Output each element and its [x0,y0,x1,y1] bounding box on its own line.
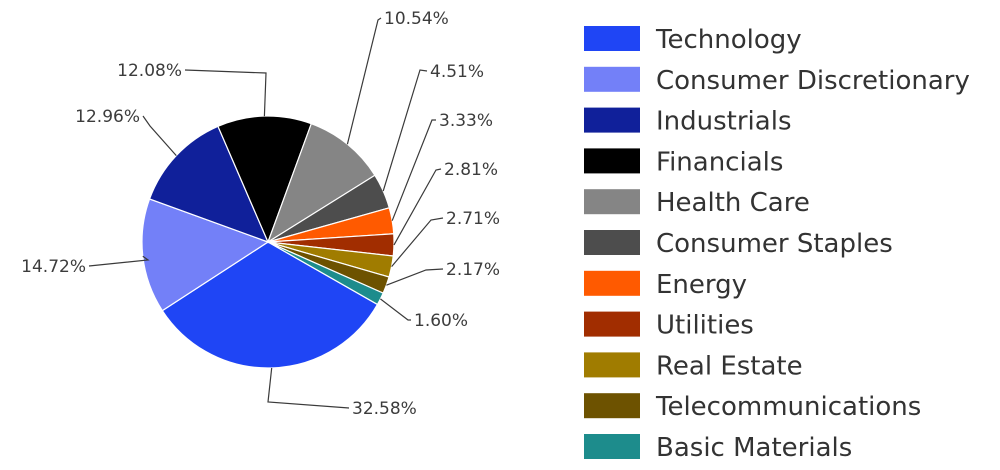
leader-line-technology [267,367,350,409]
value-label-consumer-staples: 4.51% [430,62,484,82]
value-label-energy: 3.33% [439,111,493,131]
legend-swatch-utilities [584,311,640,337]
value-label-real-estate: 2.71% [446,209,500,229]
legend-swatch-financials [584,148,640,174]
value-label-industrials: 12.96% [75,107,140,127]
legend-label-utilities: Utilities [656,311,754,341]
pie-slices [141,115,395,369]
pie-slice-health-care [266,122,376,244]
leader-line-utilities [393,168,442,246]
legend-label-energy: Energy [656,270,747,300]
leader-line-energy [391,119,436,221]
legend-label-real-estate: Real Estate [656,351,803,381]
value-label-basic-materials: 1.60% [414,311,468,331]
leader-line-real-estate [391,217,444,267]
value-label-health-care: 10.54% [384,9,449,29]
legend-label-technology: Technology [655,25,802,55]
legend-item-technology: Technology [584,25,802,55]
legend-label-basic-materials: Basic Materials [656,433,852,463]
leader-line-telecommunications [386,268,444,286]
pie-slice-industrials [148,125,270,244]
value-label-telecommunications: 2.17% [446,260,500,280]
legend-item-basic-materials: Basic Materials [584,433,852,463]
legend-label-consumer-staples: Consumer Staples [656,229,893,259]
legend-label-financials: Financials [656,147,783,177]
legend-item-industrials: Industrials [584,107,791,137]
legend-label-industrials: Industrials [656,107,791,137]
legend-swatch-consumer-staples [584,230,640,255]
legend-swatch-health-care [584,189,640,215]
legend-item-financials: Financials [584,147,783,177]
legend-swatch-technology [584,26,640,51]
legend-swatch-telecommunications [584,393,640,419]
leader-line-industrials [142,115,177,156]
leader-line-financials [184,69,267,117]
legend-item-consumer-staples: Consumer Staples [584,229,893,259]
leader-line-consumer-discretionary [88,255,150,267]
legend-item-energy: Energy [584,270,747,300]
legend-swatch-industrials [584,107,640,133]
leader-line-basic-materials [380,298,411,321]
legend-swatch-energy [584,270,640,296]
leader-line-health-care [346,17,382,145]
leader-line-consumer-staples [382,69,428,192]
legend-label-health-care: Health Care [656,188,810,218]
legend-swatch-consumer-discretionary [584,66,640,92]
legend-label-telecommunications: Telecommunications [655,392,921,422]
value-label-technology: 32.58% [352,399,417,419]
legend-item-real-estate: Real Estate [584,351,803,381]
value-label-utilities: 2.81% [444,160,498,180]
legend-label-consumer-discretionary: Consumer Discretionary [656,66,970,96]
pie-slice-financials [217,115,313,244]
legend-swatch-basic-materials [584,434,640,459]
value-label-consumer-discretionary: 14.72% [21,257,86,277]
legend-item-health-care: Health Care [584,188,810,218]
legend-item-consumer-discretionary: Consumer Discretionary [584,66,970,96]
value-labels: 32.58% 14.72% 12.96% 12.08% 10.54% 4.51% 3.33%… [21,9,500,419]
legend-item-telecommunications: Telecommunications [584,392,921,422]
legend-swatch-real-estate [584,352,640,378]
legend: Technology Consumer Discretionary Industri… [584,25,970,463]
value-label-financials: 12.08% [117,61,182,81]
label-leader-lines [88,17,444,409]
legend-item-utilities: Utilities [584,311,754,341]
